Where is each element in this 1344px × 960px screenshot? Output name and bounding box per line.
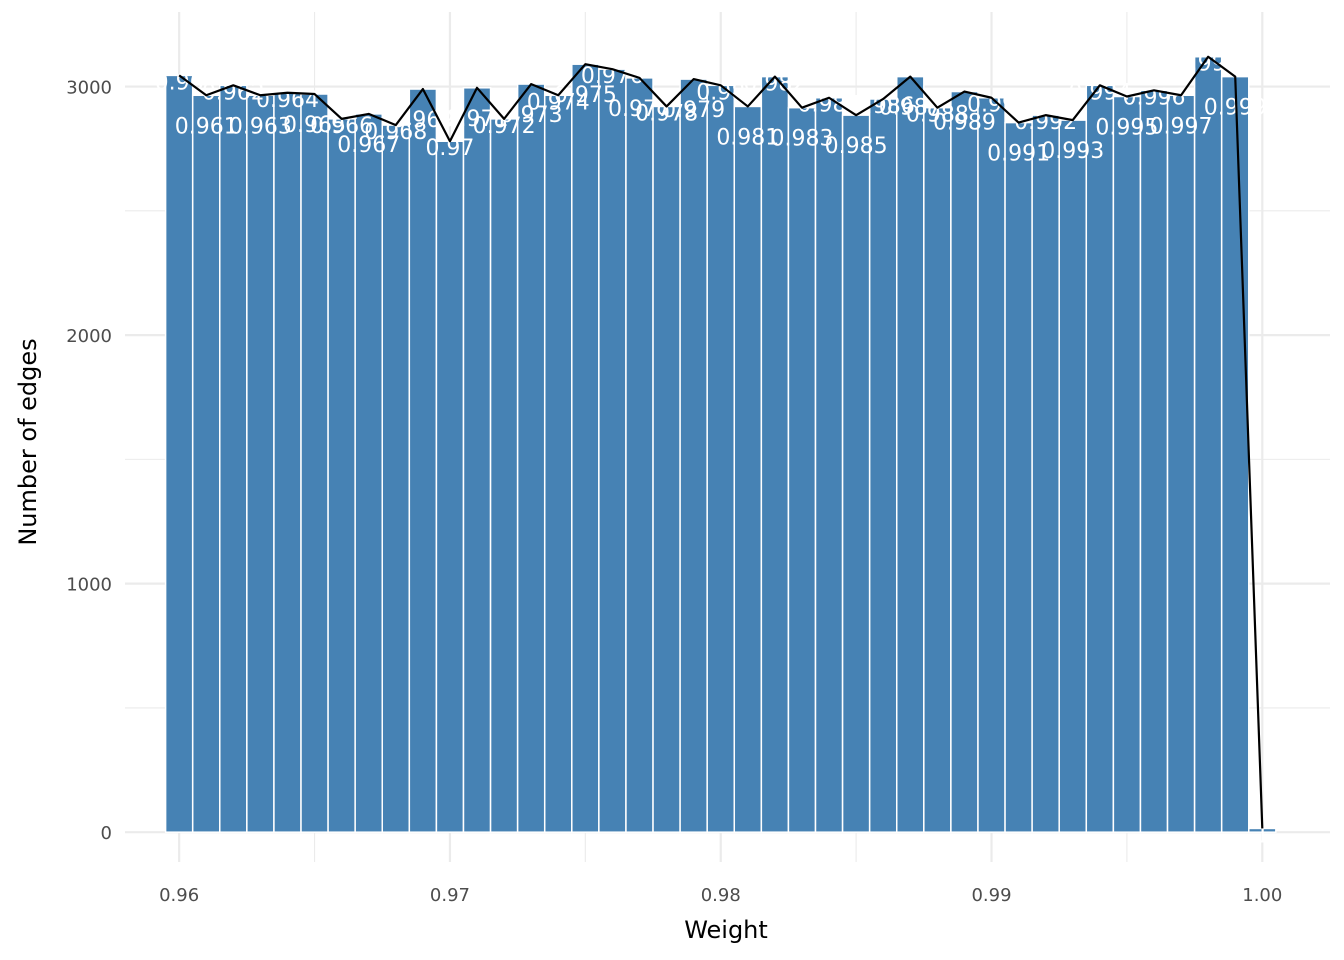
histogram-bar [706,84,736,833]
bar-value-label: 0.991 [987,142,1050,167]
histogram-bar [679,78,708,833]
y-axis-title: Number of edges [14,338,42,545]
frequency-polygon [178,55,1264,829]
x-axis-title: Weight [684,916,768,944]
bar-value-label: 0.964 [256,88,319,113]
histogram-bar [571,63,600,833]
histogram-bar [950,90,979,833]
histogram-bar [164,74,194,833]
histogram-bar [841,114,871,833]
x-tick-label: 1.00 [1242,885,1282,906]
x-tick-label: 0.98 [701,885,741,906]
y-tick-label: 1000 [66,575,112,596]
x-tick-label: 0.96 [159,885,199,906]
histogram-bar [868,98,898,833]
histogram-bar [760,75,790,833]
y-axis-tick-labels: 0 1000 2000 3000 [66,78,112,845]
histogram-bar [1031,114,1060,833]
bar-value-label: 0.96 [155,70,204,95]
histogram-bar [435,140,465,833]
histogram-bar [191,94,221,833]
bar-value-label: 0.979 [662,98,725,123]
y-tick-label: 3000 [66,78,112,99]
histogram-bar [516,83,546,833]
histogram-bar [1193,55,1223,833]
histogram-bar [1085,84,1115,833]
frequency-line [178,55,1264,829]
bar-value-label: 0.963 [229,114,292,139]
histogram-bar [543,94,573,833]
bar-value-label: 0.993 [1041,139,1104,164]
histogram-bar [300,93,329,833]
histogram-bar [598,68,627,833]
histogram-bar [381,124,411,833]
bar-value-label: 0.996 [1122,85,1185,110]
histogram-bar [408,88,438,833]
histogram-bar [625,77,654,833]
histogram-bar [246,94,275,833]
histogram-bar [489,118,519,833]
y-tick-label: 0 [101,823,112,844]
y-tick-label: 2000 [66,326,112,347]
histogram-bar [1166,94,1196,833]
bar-value-label: 0.981 [716,125,779,150]
bar-value-label: 0.989 [933,111,996,136]
histogram-bar [814,96,844,833]
bar-value-labels: 0.960.9610.9620.9630.9640.9650.9660.9670… [155,52,1270,849]
histogram-bar [354,113,383,833]
histogram-bar [1112,95,1142,833]
histogram-bar [895,75,925,833]
histogram-bar [327,118,356,833]
bar-value-label: 0.983 [770,127,833,152]
bar-value-label: 0.973 [500,103,563,128]
histogram-bar [1220,75,1250,833]
histogram-bar [273,92,302,833]
x-axis-tick-labels: 0.96 0.97 0.98 0.99 1.00 [159,885,1282,906]
histogram-bar [1058,119,1088,833]
histogram-bar [219,84,248,833]
x-tick-label: 0.99 [971,885,1011,906]
x-tick-label: 0.97 [430,885,470,906]
bar-value-label: 0.965 [283,113,346,138]
histogram-bar [923,106,952,833]
bar-value-label: 0.995 [1095,116,1158,141]
histogram-bar [652,105,681,833]
bar-value-label: 0.98 [696,80,745,105]
histogram-bar [977,96,1006,833]
histogram-bar [787,106,817,833]
histogram-bars [164,55,1277,833]
bar-value-label: 0.992 [1014,110,1077,135]
histogram-bar [1004,121,1033,833]
histogram-bar [1139,89,1169,833]
bar-value-label: 1 [1255,823,1269,848]
bar-value-label: 0.985 [825,134,888,159]
histogram-bar [733,105,763,833]
histogram-bar [462,87,492,833]
bar-value-label: 0.997 [1150,114,1213,139]
bar-value-label: 0.967 [337,133,400,158]
bar-value-label: 0.961 [175,114,238,139]
